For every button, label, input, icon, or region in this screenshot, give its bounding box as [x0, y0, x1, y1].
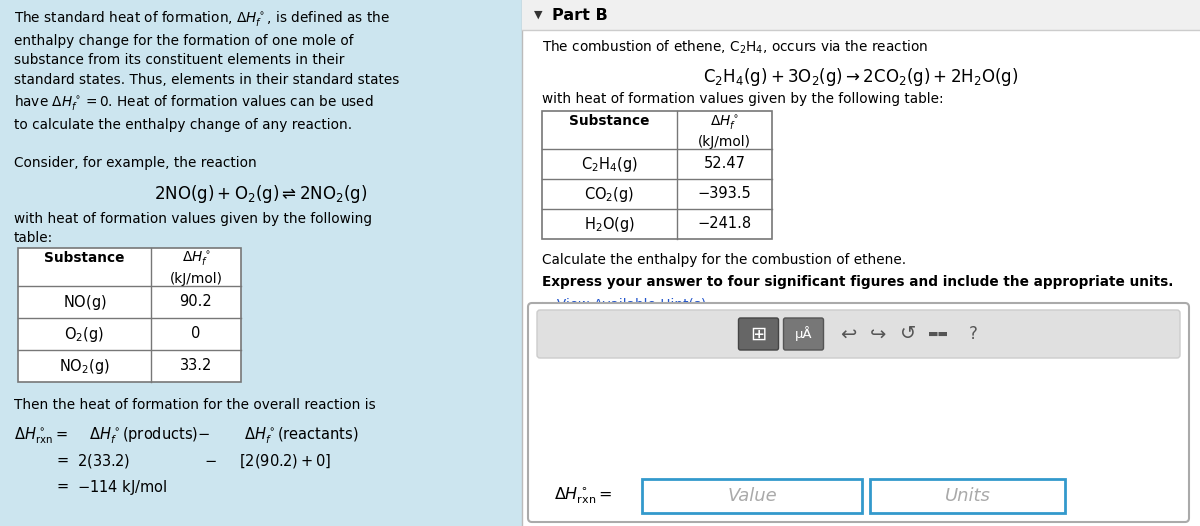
Text: ⊞: ⊞	[750, 325, 767, 343]
Text: 52.47: 52.47	[703, 157, 745, 171]
Text: ▬▬: ▬▬	[928, 329, 949, 339]
Text: −241.8: −241.8	[697, 217, 751, 231]
Text: $\Delta H^\circ_f$
(kJ/mol): $\Delta H^\circ_f$ (kJ/mol)	[698, 113, 751, 149]
Text: with heat of formation values given by the following
table:: with heat of formation values given by t…	[14, 212, 372, 246]
Bar	[18, 248, 241, 382]
Text: $\Delta H^\circ_f$
(kJ/mol): $\Delta H^\circ_f$ (kJ/mol)	[169, 250, 222, 286]
Text: 90.2: 90.2	[180, 295, 212, 309]
Text: $[2(90.2)+0]$: $[2(90.2)+0]$	[239, 452, 331, 470]
Text: Express your answer to four significant figures and include the appropriate unit: Express your answer to four significant …	[542, 275, 1174, 289]
Bar	[0, 0, 522, 526]
Text: $\Delta H^\circ_f$(products)$-$: $\Delta H^\circ_f$(products)$-$	[89, 426, 210, 447]
Text: −393.5: −393.5	[697, 187, 751, 201]
Text: 0: 0	[191, 327, 200, 341]
Text: 33.2: 33.2	[180, 359, 212, 373]
Text: $\Delta H^\circ_\mathrm{rxn}=$: $\Delta H^\circ_\mathrm{rxn}=$	[14, 426, 67, 447]
FancyBboxPatch shape	[738, 318, 779, 350]
Text: $\Delta H^\circ_\mathrm{rxn} =$: $\Delta H^\circ_\mathrm{rxn} =$	[554, 485, 613, 506]
Text: $=$: $=$	[54, 452, 70, 467]
Text: Units: Units	[944, 487, 990, 505]
Text: ↩: ↩	[840, 325, 857, 343]
Bar	[18, 248, 241, 382]
Text: $2(33.2)$: $2(33.2)$	[77, 452, 131, 470]
Text: μÅ: μÅ	[794, 327, 812, 341]
Text: Calculate the enthalpy for the combustion of ethene.: Calculate the enthalpy for the combustio…	[542, 253, 906, 267]
Text: $=$: $=$	[54, 478, 70, 493]
Text: The combustion of ethene, $\mathrm{C_2H_4}$, occurs via the reaction: The combustion of ethene, $\mathrm{C_2H_…	[542, 39, 928, 56]
Text: ▼: ▼	[534, 10, 542, 20]
Text: ► View Available Hint(s): ► View Available Hint(s)	[542, 297, 707, 311]
Text: Part B: Part B	[552, 7, 607, 23]
Text: Consider, for example, the reaction: Consider, for example, the reaction	[14, 156, 257, 170]
Bar	[542, 111, 772, 239]
Text: $\Delta H^\circ_f$(reactants): $\Delta H^\circ_f$(reactants)	[244, 426, 359, 447]
Text: Substance: Substance	[44, 251, 125, 265]
FancyBboxPatch shape	[528, 303, 1189, 522]
Text: Substance: Substance	[569, 114, 649, 128]
Text: The standard heat of formation, $\Delta H^\circ_f$, is defined as the
enthalpy c: The standard heat of formation, $\Delta …	[14, 9, 400, 132]
Text: $\mathrm{NO_2(g)}$: $\mathrm{NO_2(g)}$	[59, 357, 110, 376]
Bar	[522, 0, 1200, 30]
Text: $-114\ \mathrm{kJ/mol}$: $-114\ \mathrm{kJ/mol}$	[77, 478, 168, 497]
FancyBboxPatch shape	[538, 310, 1180, 358]
Text: ↺: ↺	[900, 325, 917, 343]
Bar	[542, 111, 772, 239]
Text: $\mathrm{H_2O(g)}$: $\mathrm{H_2O(g)}$	[584, 215, 635, 234]
Text: with heat of formation values given by the following table:: with heat of formation values given by t…	[542, 92, 943, 106]
Text: $\mathrm{C_2H_4(g)+3O_2(g)\rightarrow 2CO_2(g)+2H_2O(g)}$: $\mathrm{C_2H_4(g)+3O_2(g)\rightarrow 2C…	[703, 66, 1019, 88]
Text: $\mathrm{O_2(g)}$: $\mathrm{O_2(g)}$	[65, 325, 104, 343]
Bar	[870, 479, 1066, 513]
Bar	[522, 0, 1200, 526]
Text: $-$: $-$	[204, 452, 217, 467]
Text: Value: Value	[727, 487, 776, 505]
Text: $\mathrm{NO(g)}$: $\mathrm{NO(g)}$	[62, 292, 107, 311]
FancyBboxPatch shape	[784, 318, 823, 350]
Text: ?: ?	[970, 325, 978, 343]
Text: $2\mathrm{NO(g)} + \mathrm{O_2(g)} \rightleftharpoons 2\mathrm{NO_2(g)}$: $2\mathrm{NO(g)} + \mathrm{O_2(g)} \righ…	[155, 183, 367, 205]
Text: $\mathrm{CO_2(g)}$: $\mathrm{CO_2(g)}$	[584, 185, 635, 204]
Text: ↪: ↪	[870, 325, 887, 343]
Text: Then the heat of formation for the overall reaction is: Then the heat of formation for the overa…	[14, 398, 376, 412]
Text: $\mathrm{C_2H_4(g)}$: $\mathrm{C_2H_4(g)}$	[581, 155, 638, 174]
Bar	[642, 479, 862, 513]
